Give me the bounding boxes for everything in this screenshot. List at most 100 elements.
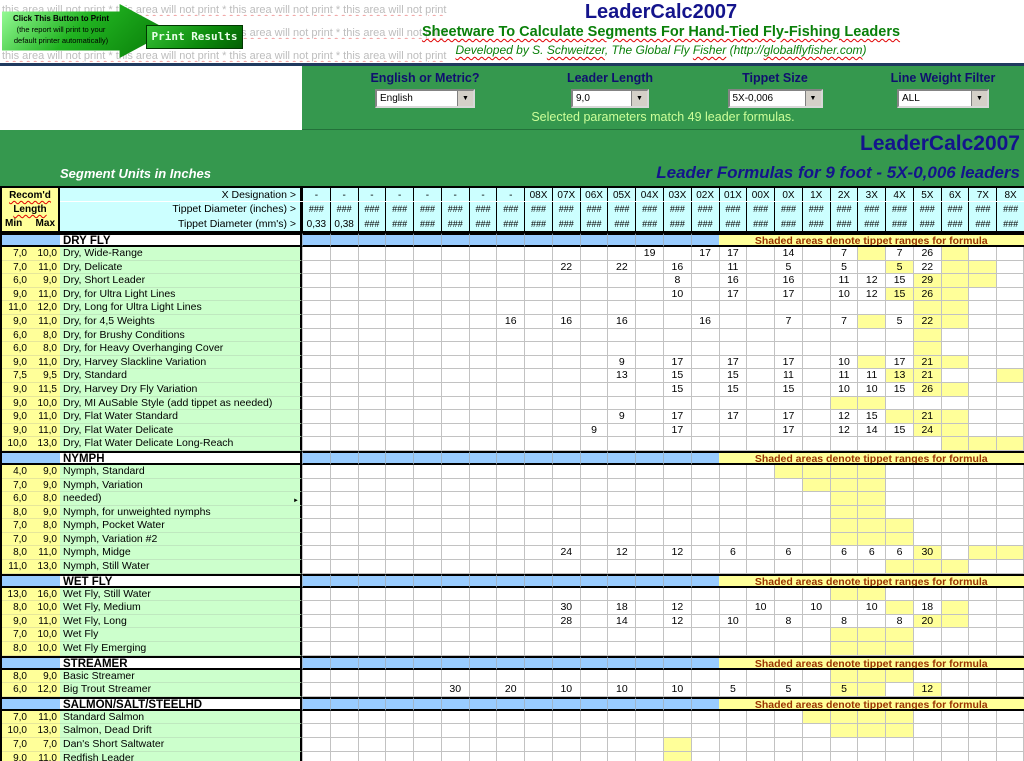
segment-cell[interactable] xyxy=(662,437,691,451)
segment-cell[interactable] xyxy=(524,260,552,275)
segment-cell[interactable] xyxy=(413,492,441,506)
segment-cell[interactable] xyxy=(329,492,358,506)
segment-cell[interactable] xyxy=(912,396,941,411)
segment-cell[interactable] xyxy=(496,532,525,547)
segment-cell[interactable] xyxy=(579,274,608,288)
segment-cell[interactable] xyxy=(857,505,886,520)
segment-cell[interactable]: 17 xyxy=(690,247,719,261)
segment-cell[interactable] xyxy=(662,342,691,356)
segment-cell[interactable] xyxy=(524,287,552,302)
segment-cell[interactable] xyxy=(524,669,552,684)
segment-cell[interactable] xyxy=(579,669,608,684)
segment-cell[interactable] xyxy=(746,628,775,643)
segment-cell[interactable] xyxy=(302,247,330,261)
min-length-cell[interactable]: 13,0 xyxy=(2,587,30,602)
segment-cell[interactable] xyxy=(440,342,469,356)
segment-cell[interactable] xyxy=(579,437,608,451)
segment-cell[interactable] xyxy=(329,314,358,329)
segment-cell[interactable] xyxy=(551,287,580,302)
segment-cell[interactable] xyxy=(968,369,997,383)
segment-cell[interactable] xyxy=(801,642,830,656)
segment-cell[interactable] xyxy=(718,342,747,356)
segment-cell[interactable] xyxy=(413,478,441,493)
max-length-cell[interactable]: 11,0 xyxy=(30,410,60,424)
segment-cell[interactable] xyxy=(551,628,580,643)
segment-cell[interactable] xyxy=(468,247,497,261)
segment-cell[interactable] xyxy=(718,560,747,574)
segment-cell[interactable] xyxy=(440,301,469,315)
segment-cell[interactable] xyxy=(885,505,913,520)
segment-cell[interactable] xyxy=(385,710,414,725)
segment-cell[interactable] xyxy=(607,669,636,684)
segment-cell[interactable] xyxy=(829,560,858,574)
segment-cell[interactable] xyxy=(635,410,663,424)
max-length-cell[interactable]: 11,0 xyxy=(30,546,60,561)
segment-cell[interactable]: 10 xyxy=(662,683,691,697)
segment-cell[interactable] xyxy=(968,355,997,370)
segment-cell[interactable] xyxy=(829,396,858,411)
segment-cell[interactable] xyxy=(468,301,497,315)
segment-cell[interactable] xyxy=(385,478,414,493)
segment-cell[interactable] xyxy=(829,738,858,752)
segment-cell[interactable] xyxy=(329,683,358,697)
segment-cell[interactable]: 5 xyxy=(774,260,802,275)
segment-cell[interactable] xyxy=(329,369,358,383)
max-length-cell[interactable]: 9,0 xyxy=(30,505,60,520)
segment-cell[interactable] xyxy=(968,410,997,424)
segment-cell[interactable] xyxy=(885,492,913,506)
segment-cell[interactable] xyxy=(940,738,969,752)
segment-cell[interactable] xyxy=(662,505,691,520)
segment-cell[interactable] xyxy=(551,396,580,411)
segment-cell[interactable] xyxy=(746,738,775,752)
segment-cell[interactable] xyxy=(690,287,719,302)
segment-cell[interactable] xyxy=(496,519,525,533)
segment-cell[interactable] xyxy=(440,314,469,329)
segment-cell[interactable]: 17 xyxy=(718,287,747,302)
segment-cell[interactable] xyxy=(996,614,1024,629)
segment-cell[interactable] xyxy=(551,560,580,574)
segment-cell[interactable] xyxy=(885,683,913,697)
segment-cell[interactable]: 7 xyxy=(829,247,858,261)
segment-cell[interactable] xyxy=(302,532,330,547)
segment-cell[interactable] xyxy=(357,342,386,356)
segment-cell[interactable]: 9 xyxy=(607,355,636,370)
segment-cell[interactable] xyxy=(385,546,414,561)
tippet-mms-cell[interactable]: ### xyxy=(774,217,802,233)
tippet-inches-cell[interactable]: ### xyxy=(496,201,525,218)
segment-cell[interactable] xyxy=(774,669,802,684)
segment-cell[interactable]: 10 xyxy=(746,601,775,615)
segment-cell[interactable] xyxy=(357,396,386,411)
segment-cell[interactable] xyxy=(579,560,608,574)
segment-cell[interactable] xyxy=(940,683,969,697)
segment-cell[interactable] xyxy=(996,464,1024,479)
max-length-cell[interactable]: 13,0 xyxy=(30,560,60,574)
segment-cell[interactable]: 15 xyxy=(662,369,691,383)
segment-cell[interactable] xyxy=(774,560,802,574)
segment-cell[interactable] xyxy=(801,724,830,738)
segment-cell[interactable] xyxy=(579,464,608,479)
segment-cell[interactable] xyxy=(551,478,580,493)
tippet-mms-cell[interactable]: ### xyxy=(551,217,580,233)
segment-cell[interactable] xyxy=(801,492,830,506)
segment-cell[interactable] xyxy=(774,738,802,752)
segment-cell[interactable] xyxy=(857,738,886,752)
segment-cell[interactable] xyxy=(329,274,358,288)
segment-cell[interactable] xyxy=(524,751,552,761)
segment-cell[interactable] xyxy=(690,274,719,288)
segment-cell[interactable] xyxy=(718,437,747,451)
segment-cell[interactable] xyxy=(413,410,441,424)
min-length-cell[interactable]: 8,0 xyxy=(2,546,30,561)
segment-cell[interactable] xyxy=(440,247,469,261)
segment-cell[interactable] xyxy=(829,464,858,479)
segment-cell[interactable] xyxy=(385,724,414,738)
segment-cell[interactable] xyxy=(996,328,1024,343)
segment-cell[interactable]: 5 xyxy=(718,683,747,697)
segment-cell[interactable] xyxy=(357,710,386,725)
segment-cell[interactable] xyxy=(579,260,608,275)
segment-cell[interactable] xyxy=(579,546,608,561)
segment-cell[interactable] xyxy=(968,247,997,261)
formula-label-cell[interactable]: needed) ► xyxy=(60,492,302,506)
segment-cell[interactable] xyxy=(329,464,358,479)
segment-cell[interactable] xyxy=(801,260,830,275)
segment-cell[interactable] xyxy=(579,505,608,520)
